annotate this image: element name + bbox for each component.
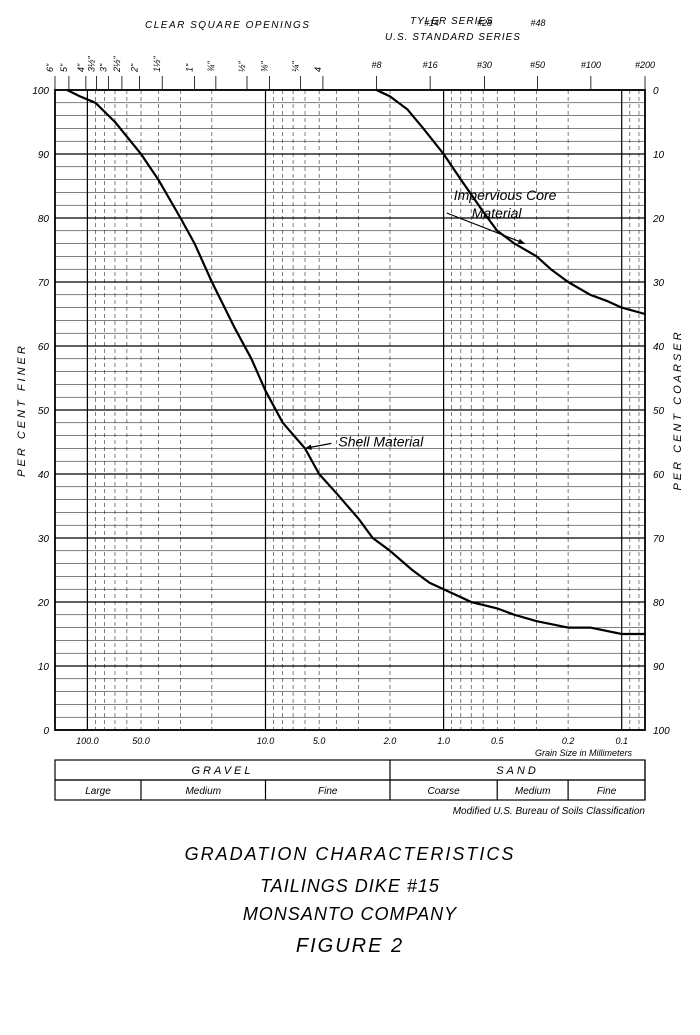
svg-text:Fine: Fine: [597, 786, 617, 797]
svg-text:#50: #50: [530, 60, 545, 70]
svg-text:0.2: 0.2: [562, 736, 575, 746]
svg-text:50: 50: [653, 406, 665, 417]
svg-text:Impervious Core: Impervious Core: [454, 187, 557, 203]
chart-svg: 0 10 20 30 40 50 60 70 80 90 100 0 10 20 30 40 50 60 70 80 9…: [10, 10, 690, 1020]
svg-text:100.0: 100.0: [76, 736, 99, 746]
svg-text:#200: #200: [635, 60, 655, 70]
svg-text:2½": 2½": [112, 55, 122, 73]
svg-text:5.0: 5.0: [313, 736, 326, 746]
title-line4: FIGURE 2: [296, 935, 404, 957]
svg-text:#48: #48: [531, 18, 546, 28]
svg-text:0: 0: [653, 86, 659, 97]
svg-text:2.0: 2.0: [383, 736, 397, 746]
svg-text:90: 90: [653, 662, 665, 673]
svg-text:¾": ¾": [206, 60, 216, 72]
svg-text:½": ½": [237, 60, 247, 72]
svg-text:1½": 1½": [152, 55, 162, 72]
svg-text:GRAVEL: GRAVEL: [191, 765, 253, 777]
svg-text:U.S. STANDARD SERIES: U.S. STANDARD SERIES: [385, 32, 521, 43]
svg-text:20: 20: [37, 598, 50, 609]
svg-text:0: 0: [43, 726, 49, 737]
svg-text:Shell Material: Shell Material: [338, 433, 424, 449]
svg-text:Grain Size in Millimeters: Grain Size in Millimeters: [535, 748, 633, 758]
svg-text:#30: #30: [477, 60, 492, 70]
title-line2: TAILINGS DIKE #15: [260, 876, 440, 896]
svg-text:10.0: 10.0: [257, 736, 275, 746]
svg-text:70: 70: [653, 534, 665, 545]
svg-text:6": 6": [45, 63, 55, 72]
svg-text:Medium: Medium: [185, 786, 221, 797]
svg-text:1": 1": [185, 63, 195, 72]
svg-text:#8: #8: [372, 60, 382, 70]
svg-text:40: 40: [653, 342, 665, 353]
svg-text:30: 30: [653, 278, 665, 289]
svg-text:CLEAR SQUARE OPENINGS: CLEAR SQUARE OPENINGS: [145, 20, 310, 31]
svg-text:Coarse: Coarse: [427, 786, 460, 797]
svg-text:50: 50: [38, 406, 50, 417]
svg-text:80: 80: [653, 598, 665, 609]
title-line1: GRADATION CHARACTERISTICS: [185, 844, 516, 864]
svg-text:4: 4: [313, 67, 323, 72]
svg-text:⅜": ⅜": [259, 60, 269, 72]
svg-text:20: 20: [652, 214, 665, 225]
svg-text:40: 40: [38, 470, 50, 481]
svg-text:100: 100: [32, 86, 49, 97]
svg-text:#28: #28: [477, 18, 492, 28]
svg-text:3": 3": [99, 63, 109, 72]
svg-text:0.1: 0.1: [615, 736, 628, 746]
svg-text:PER CENT FINER: PER CENT FINER: [16, 343, 28, 477]
title-line3: MONSANTO COMPANY: [243, 904, 458, 924]
svg-text:Medium: Medium: [515, 786, 551, 797]
svg-text:10: 10: [38, 662, 50, 673]
svg-text:1.0: 1.0: [437, 736, 450, 746]
svg-text:2": 2": [129, 63, 139, 73]
svg-text:¼": ¼": [291, 60, 301, 72]
svg-text:10: 10: [653, 150, 665, 161]
svg-text:Large: Large: [85, 786, 111, 797]
svg-text:Material: Material: [472, 205, 523, 221]
svg-text:4": 4": [76, 63, 86, 72]
gradation-chart: 0 10 20 30 40 50 60 70 80 90 100 0 10 20 30 40 50 60 70 80 9…: [10, 10, 690, 1025]
svg-text:Fine: Fine: [318, 786, 338, 797]
svg-text:60: 60: [38, 342, 50, 353]
svg-text:0.5: 0.5: [491, 736, 505, 746]
svg-text:#100: #100: [581, 60, 601, 70]
svg-text:SAND: SAND: [496, 765, 539, 777]
svg-text:80: 80: [38, 214, 50, 225]
svg-text:60: 60: [653, 470, 665, 481]
svg-text:90: 90: [38, 150, 50, 161]
svg-text:30: 30: [38, 534, 50, 545]
svg-text:#16: #16: [423, 60, 438, 70]
svg-text:PER CENT COARSER: PER CENT COARSER: [672, 329, 684, 490]
svg-text:Modified U.S. Bureau of Soils: Modified U.S. Bureau of Soils Classifica…: [453, 806, 646, 817]
svg-text:50.0: 50.0: [132, 736, 150, 746]
svg-text:70: 70: [38, 278, 50, 289]
svg-text:5": 5": [59, 63, 69, 72]
svg-text:#14: #14: [424, 18, 439, 28]
svg-text:3½": 3½": [86, 55, 96, 72]
svg-text:100: 100: [653, 726, 670, 737]
